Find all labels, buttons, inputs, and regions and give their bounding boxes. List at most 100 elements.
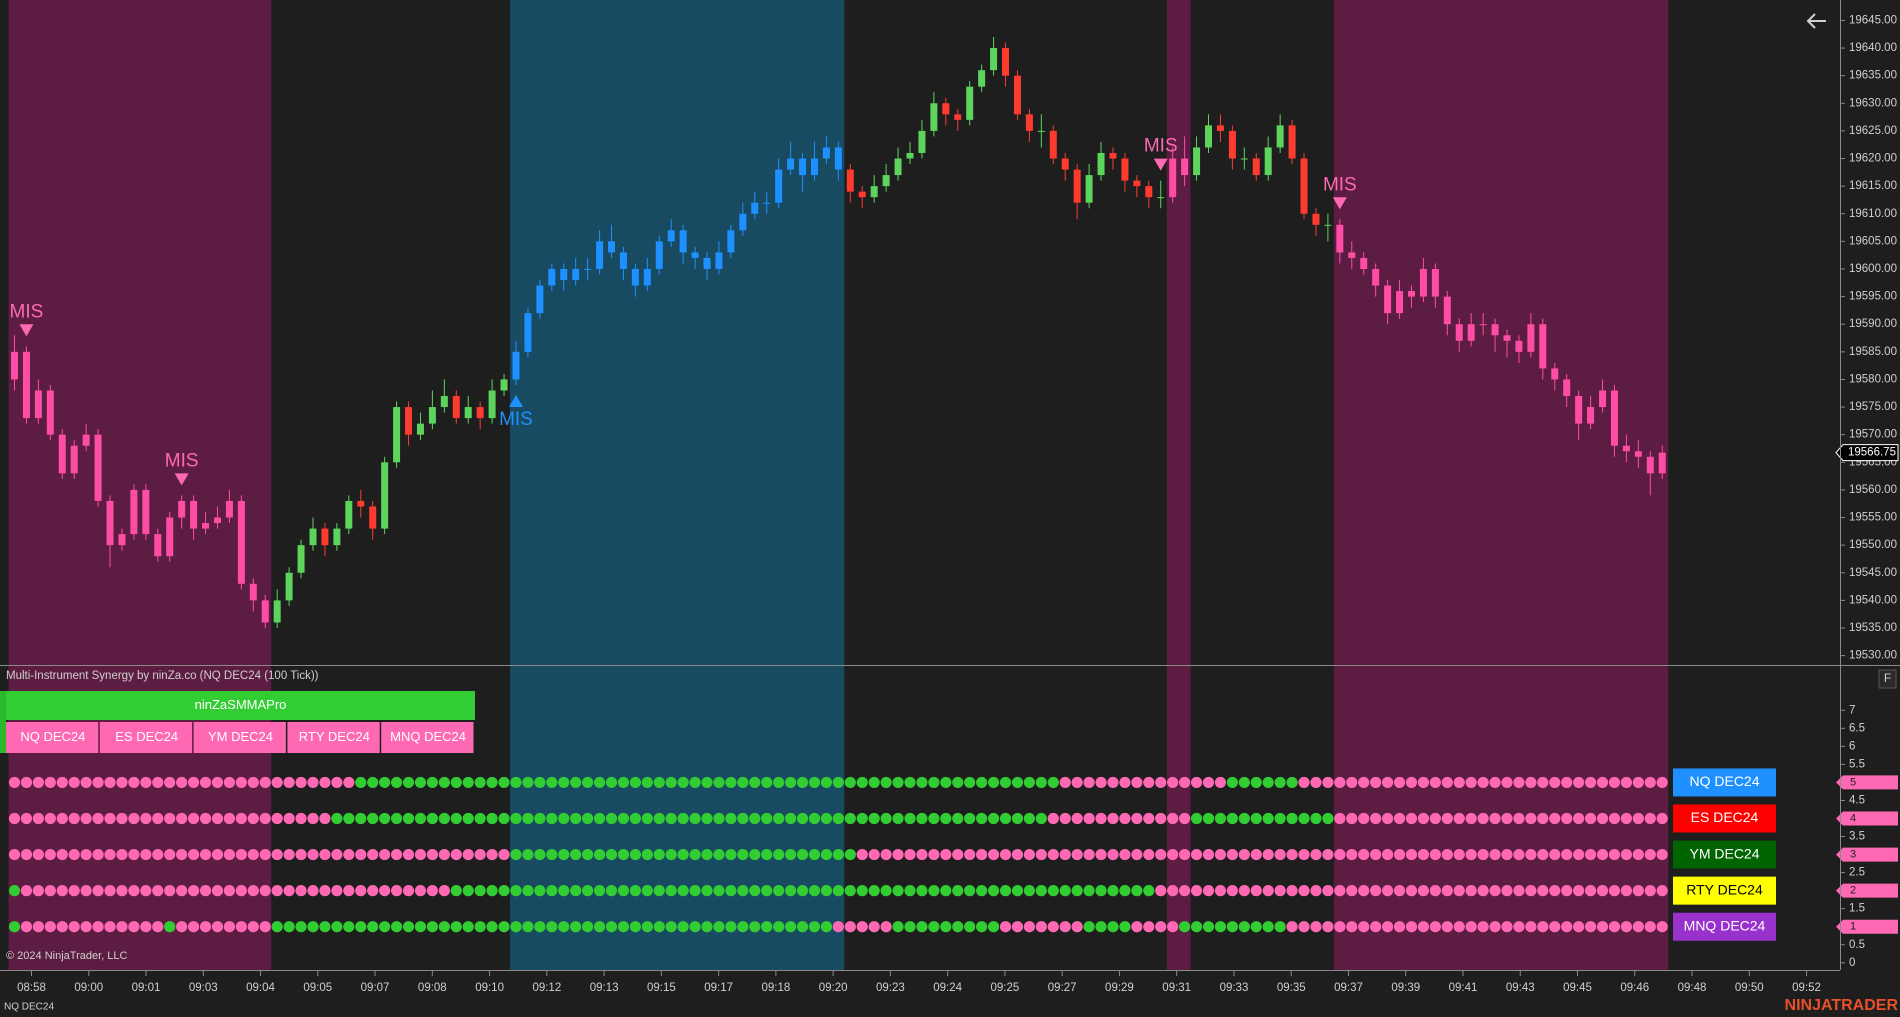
signal-dot xyxy=(1035,921,1047,933)
x-tick-label: 09:25 xyxy=(991,982,1020,994)
instrument-tab-label[interactable]: RTY DEC24 xyxy=(299,729,370,744)
signal-dot xyxy=(593,776,606,789)
candle-body xyxy=(1587,407,1595,424)
signal-dot xyxy=(307,921,319,933)
signal-dot xyxy=(1537,812,1549,825)
signal-dot xyxy=(164,812,176,825)
signal-dot xyxy=(1644,885,1656,897)
signal-dot xyxy=(761,848,773,861)
signal-dot xyxy=(426,921,438,933)
signal-dot xyxy=(128,921,140,933)
signal-dot xyxy=(1489,885,1501,897)
instrument-tab[interactable] xyxy=(287,722,380,753)
instrument-tab[interactable] xyxy=(99,722,193,753)
candle-body xyxy=(763,202,771,204)
signal-dot xyxy=(820,848,833,861)
x-tick-label: 09:00 xyxy=(74,982,103,994)
candle-body xyxy=(82,434,90,446)
candle-body xyxy=(1455,324,1463,341)
signal-dot xyxy=(796,885,809,897)
signal-dot xyxy=(1119,776,1131,789)
signal-dot xyxy=(940,921,952,933)
candle-body xyxy=(1551,368,1559,380)
signal-dot xyxy=(1596,776,1609,789)
candle-body xyxy=(1169,158,1177,198)
signal-dot xyxy=(235,776,247,789)
signal-dot xyxy=(1441,812,1453,825)
signal-dot xyxy=(1190,776,1203,789)
indicator-header xyxy=(6,691,475,720)
signal-dot xyxy=(331,885,343,897)
signal-dot xyxy=(331,776,343,789)
signal-dot xyxy=(1513,885,1525,897)
f-button-label[interactable]: F xyxy=(1884,671,1891,685)
signal-dot xyxy=(1226,848,1238,861)
instrument-tab-label[interactable]: MNQ DEC24 xyxy=(390,729,466,744)
signal-dot xyxy=(223,921,236,933)
signal-dot xyxy=(223,812,236,825)
signal-dot xyxy=(1656,848,1668,861)
candle-body xyxy=(679,230,687,253)
signal-dot xyxy=(1250,812,1262,825)
candle-body xyxy=(1002,48,1010,76)
signal-dot xyxy=(976,776,988,789)
signal-dot xyxy=(414,812,427,825)
signal-dot xyxy=(462,812,474,825)
x-tick-label: 09:13 xyxy=(590,982,619,994)
signal-dot xyxy=(510,848,522,861)
signal-dot xyxy=(211,812,224,825)
signal-dot xyxy=(665,921,677,933)
x-tick-label: 09:18 xyxy=(761,982,790,994)
signal-dot xyxy=(1501,776,1513,789)
signal-dot xyxy=(1262,812,1274,825)
signal-dot xyxy=(1047,776,1059,789)
candle-body xyxy=(285,572,293,601)
candle-body xyxy=(512,351,520,380)
signal-dot xyxy=(928,812,940,825)
candle-body xyxy=(524,313,532,352)
candle-body xyxy=(1205,125,1212,148)
signal-dot xyxy=(176,848,188,861)
signal-dot xyxy=(498,885,510,897)
signal-dot xyxy=(259,848,271,861)
instrument-tab[interactable] xyxy=(381,722,474,753)
instrument-tab-label[interactable]: YM DEC24 xyxy=(208,729,273,744)
signal-dot xyxy=(773,921,785,933)
signal-dot xyxy=(32,812,44,825)
signal-dot xyxy=(498,848,510,861)
instrument-tab[interactable] xyxy=(193,722,286,753)
signal-dot xyxy=(641,921,653,933)
candle-body xyxy=(1133,180,1141,187)
instrument-tab-label[interactable]: NQ DEC24 xyxy=(20,729,85,744)
y-tick-label: 6 xyxy=(1849,740,1855,752)
signal-dot xyxy=(152,848,164,861)
candle-body xyxy=(11,351,18,380)
instrument-tab-label[interactable]: ES DEC24 xyxy=(115,729,178,744)
signal-dot xyxy=(211,885,224,897)
signal-dot xyxy=(80,812,92,825)
signal-dot xyxy=(964,848,976,861)
signal-dot xyxy=(820,921,833,933)
candle-body xyxy=(1348,252,1356,258)
signal-dot xyxy=(92,776,104,789)
signal-dot xyxy=(199,885,212,897)
back-arrow[interactable] xyxy=(1806,13,1826,29)
signal-dot xyxy=(1573,921,1585,933)
signal-dot xyxy=(1083,921,1095,933)
signal-dot xyxy=(1477,921,1489,933)
signal-arrow xyxy=(1332,197,1347,210)
signal-dot xyxy=(1608,776,1621,789)
signal-arrow xyxy=(508,394,523,407)
signal-dot xyxy=(1561,885,1573,897)
signal-dot xyxy=(582,776,594,789)
signal-dot xyxy=(1131,776,1143,789)
x-tick-label: 09:07 xyxy=(361,982,390,994)
signal-dot xyxy=(295,812,307,825)
signal-dot xyxy=(1489,848,1501,861)
candle-body xyxy=(619,252,627,269)
signal-dot xyxy=(749,885,761,897)
f-button[interactable] xyxy=(1878,669,1897,689)
signal-dot xyxy=(68,848,80,861)
signal-dot xyxy=(546,885,558,897)
instrument-tab[interactable] xyxy=(6,722,99,753)
